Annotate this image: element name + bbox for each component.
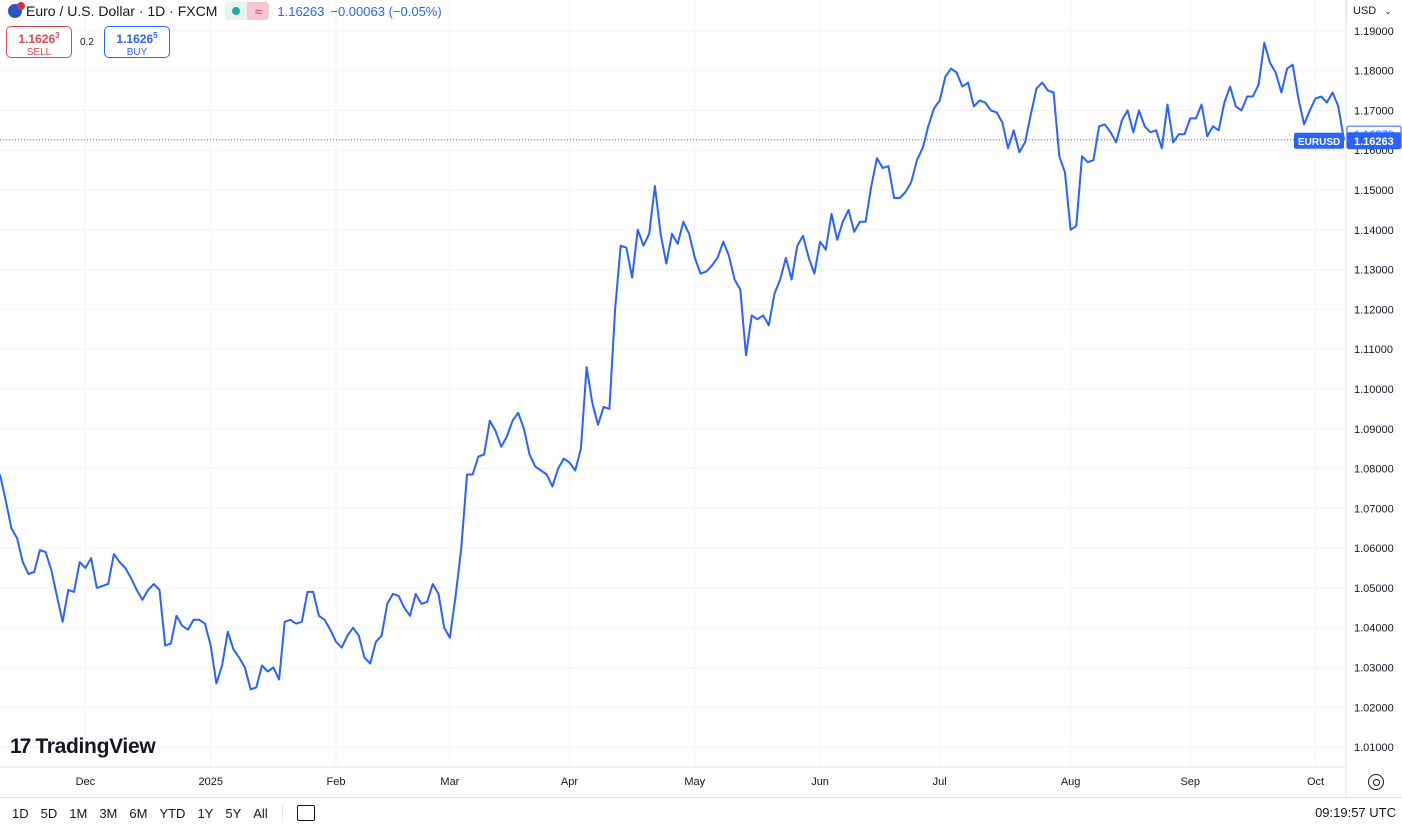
y-tick-label: 1.12000 [1354,304,1394,316]
calendar-icon[interactable] [296,805,315,821]
price-series-line [0,41,1345,691]
x-tick-label: Apr [561,776,578,788]
spread-value: 0.2 [80,37,94,48]
symbol-tag: EURUSD [1298,137,1340,148]
y-tick-label: 1.10000 [1354,384,1394,396]
status-pill[interactable]: ≈ [225,2,270,20]
range-button-1m[interactable]: 1M [69,805,88,821]
y-tick-label: 1.15000 [1354,185,1394,197]
y-tick-label: 1.14000 [1354,225,1394,237]
price-change: −0.00063 (−0.05%) [330,3,442,19]
range-button-5d[interactable]: 5D [40,805,58,821]
y-tick-label: 1.03000 [1354,663,1394,675]
x-tick-label: Jun [811,776,829,788]
range-button-5y[interactable]: 5Y [225,805,242,821]
y-tick-label: 1.11000 [1354,344,1393,356]
y-tick-label: 1.08000 [1354,464,1394,476]
range-buttons: 1D 5D 1M 3M 6M YTD 1Y 5Y All [0,806,268,821]
y-tick-label: 1.17000 [1354,105,1394,117]
buy-button[interactable]: 1.16265 BUY [104,26,170,58]
x-tick-label: 2025 [198,776,222,788]
x-tick-label: Oct [1307,776,1324,788]
symbol-tag-bg [1294,132,1344,149]
buy-label: BUY [126,47,148,58]
last-price: 1.16263 [277,3,325,19]
range-button-1y[interactable]: 1Y [197,805,214,821]
clock[interactable]: 09:19:57 UTC [1315,805,1396,820]
logo-text: TradingView [35,735,156,758]
x-tick-label: May [684,776,705,788]
symbol-header: Euro / U.S. Dollar · 1D · FXCM ≈ 1.16263… [0,0,1340,22]
divider [281,804,283,822]
y-tick-label: 1.02000 [1354,702,1394,714]
chevron-down-icon: ⌄ [1384,5,1392,16]
y-tick-label: 1.19000 [1354,26,1394,38]
x-tick-label: Dec [76,776,96,788]
tradingview-logo[interactable]: 17 TradingView [10,735,156,759]
range-button-ytd[interactable]: YTD [159,805,186,821]
buy-price: 1.1626 [116,32,154,46]
x-tick-label: Feb [327,776,346,788]
symbol-title[interactable]: Euro / U.S. Dollar · 1D · FXCM [26,3,218,19]
x-tick-label: Jul [933,776,947,788]
y-tick-label: 1.09000 [1354,424,1394,436]
market-open-dot-icon [225,2,248,20]
gear-icon[interactable] [1368,774,1384,790]
tradingview-logo-icon: 17 [10,735,31,758]
y-tick-label: 1.18000 [1354,66,1394,78]
wave-icon: ≈ [247,2,270,20]
y-tick-label: 1.13000 [1354,265,1394,277]
y-tick-label: 1.07000 [1354,503,1394,515]
y-tick-label: 1.06000 [1354,543,1394,555]
sell-label: SELL [26,47,52,58]
x-axis[interactable]: Dec 2025 Feb Mar Apr May Jun Jul Aug Sep Oct [76,776,1324,788]
x-tick-label: Mar [440,776,459,788]
y-tick-label: 1.04000 [1354,623,1394,635]
x-tick-label: Aug [1061,776,1081,788]
range-button-all[interactable]: All [253,805,268,821]
sell-price-sup: 3 [55,31,60,40]
flag-icon [8,2,25,18]
bottom-toolbar: 1D 5D 1M 3M 6M YTD 1Y 5Y All 09:19:57 UTC [0,797,1402,828]
last-price-label: 1.16263 [1354,136,1394,148]
range-button-1d[interactable]: 1D [12,805,29,821]
price-chart[interactable]: 1.190001.180001.170001.160001.150001.140… [0,0,1402,797]
x-tick-label: Sep [1180,776,1200,788]
currency-button[interactable]: USD ⌄ [1346,0,1402,22]
sell-button[interactable]: 1.16263 SELL [6,26,72,58]
range-button-3m[interactable]: 3M [99,805,118,821]
currency-label: USD [1353,5,1377,17]
last-price-label-bg [1346,132,1402,150]
chart-grid [0,0,1346,767]
sell-price: 1.1626 [18,32,56,46]
y-tick-label: 1.05000 [1354,583,1394,595]
y-tick-label: 1.01000 [1354,742,1394,754]
range-button-6m[interactable]: 6M [129,805,148,821]
buy-price-sup: 5 [153,31,158,40]
